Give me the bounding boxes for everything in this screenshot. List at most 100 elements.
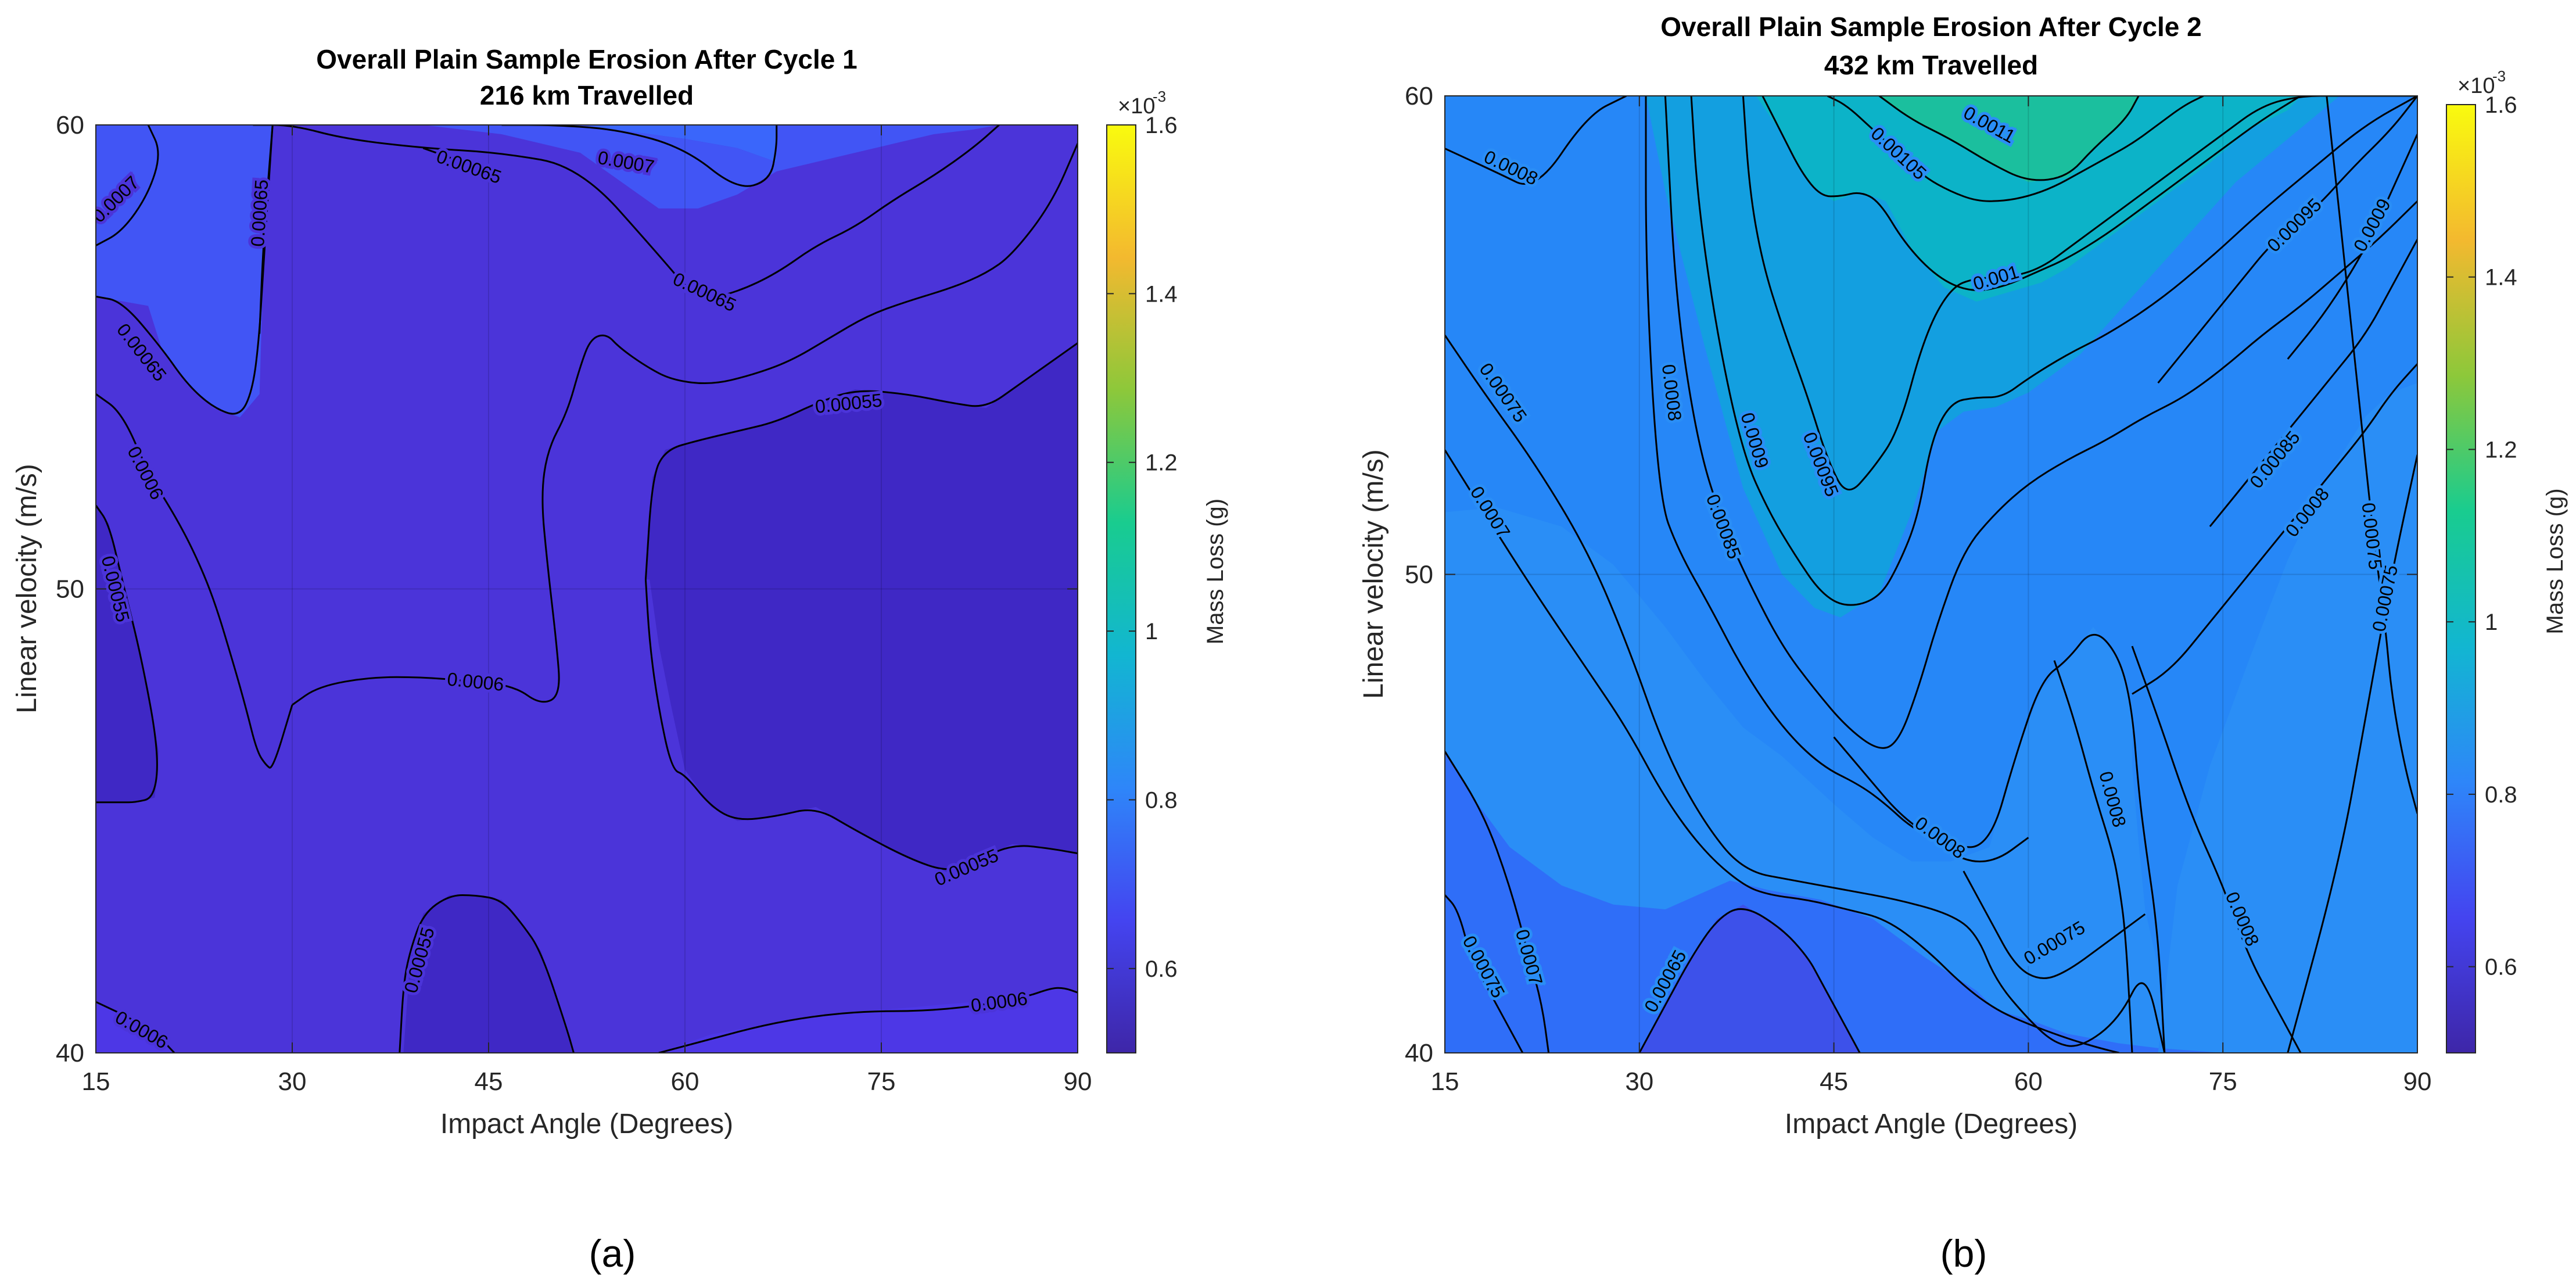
panel-a-contour-line	[96, 125, 159, 246]
panel-a-contour-line	[644, 579, 1078, 870]
panel-a-x-tick-label: 30	[278, 1067, 307, 1096]
panel-b-x-tick-label: 90	[2403, 1067, 2432, 1096]
panel-a-grid	[96, 125, 1078, 1053]
panel-a-colorbar-tick-label: 1.4	[1145, 281, 1178, 307]
panel-b-y-tick-label: 60	[1405, 82, 1433, 110]
panel-b-contour-line	[1690, 96, 2417, 606]
panel-a-colorbar-gradient	[1106, 124, 1136, 1053]
panel-b-contour-region	[1646, 96, 2417, 618]
panel-a-contour-line	[292, 143, 1078, 706]
panel-a-x-axis-label: Impact Angle (Degrees)	[440, 1109, 733, 1139]
panel-b-contour-line	[2209, 239, 2417, 528]
panel-a-colorbar-tick-label: 1.2	[1145, 450, 1178, 476]
panel-b-contour-line	[2132, 363, 2417, 695]
panel-b-title: Overall Plain Sample Erosion After Cycle…	[1660, 12, 2201, 42]
panel-a-colorbar-tick-label: 1	[1145, 619, 1158, 644]
panel-b-contour-line	[2131, 646, 2302, 1053]
panel-b-colorbar-exponent-power: -3	[2492, 67, 2506, 85]
panel-b-y-axis-label: Linear velocity (m/s)	[1358, 449, 1389, 698]
panel-a-x-tick-label: 45	[475, 1067, 503, 1096]
panel-b-x-axis-label: Impact Angle (Degrees)	[1785, 1109, 2078, 1139]
panel-a-y-tick-label: 40	[56, 1039, 84, 1067]
panel-b-label: (b)	[1940, 1232, 1987, 1275]
panel-b-contour-line	[1445, 449, 2119, 1053]
panel-b-colorbar-tick-label: 1.2	[2485, 437, 2517, 463]
panel-b-x-tick-label: 75	[2209, 1067, 2237, 1096]
panel-a-colorbar-exponent: ×10	[1118, 94, 1155, 119]
panel-a-colorbar-exponent-power: -3	[1153, 88, 1166, 105]
panel-b-y-tick-label: 50	[1405, 561, 1433, 589]
panel-b-x-tick-label: 60	[2014, 1067, 2043, 1096]
panel-a-colorbar-tick-label: 1.6	[1145, 113, 1178, 138]
panel-a-contour-line	[253, 125, 1000, 299]
panel-b-colorbar-tick-label: 1.4	[2485, 265, 2517, 291]
panel-a-label: (a)	[589, 1232, 636, 1275]
panel-b-colorbar-tick-label: 1.6	[2485, 92, 2517, 118]
panel-b-y-tick-label: 40	[1405, 1039, 1433, 1067]
panel-a-contour-line	[658, 987, 1078, 1053]
panel-b-contour-line	[2326, 96, 2417, 814]
panel-b-colorbar: 0.6 0.8 1 1.2 1.4 1.6×10-3 Mass Loss (g)	[2446, 67, 2568, 1053]
panel-b-contour-line	[1878, 96, 2140, 181]
panel-a-x-tick-label: 15	[82, 1067, 110, 1096]
panel-b-contour-line	[2053, 660, 2133, 1053]
panel-b-colorbar-label: Mass Loss (g)	[2542, 488, 2568, 634]
panel-b-contour-line	[1645, 96, 2166, 1053]
panel-a-colorbar-label: Mass Loss (g)	[1203, 499, 1228, 644]
panel-a-contour-region	[96, 1002, 175, 1053]
panel-a-plot-area: 0.00070.00070.000650.000650.000650.00065…	[56, 111, 1092, 1096]
panel-b-colorbar-tick-label: 0.6	[2485, 955, 2517, 980]
panel-a-y-tick-label: 60	[56, 111, 84, 139]
panel-b-colorbar-gradient	[2446, 104, 2476, 1053]
panel-b-contour-line	[1445, 96, 1627, 185]
panel-b-contour-line	[1638, 908, 1861, 1053]
panel-b-contour-line	[2157, 96, 2417, 384]
panel-a: Overall Plain Sample Erosion After Cycle…	[12, 44, 1228, 1275]
panel-b-contour-region	[1445, 96, 2417, 1053]
panel-a-contour-region	[658, 988, 1078, 1053]
panel-a-x-tick-label: 90	[1064, 1067, 1092, 1096]
panel-b-subtitle: 432 km Travelled	[1824, 50, 2038, 80]
panel-b-contour-line	[1761, 96, 2301, 292]
panel-a-contour-line	[96, 393, 293, 769]
panel-b-contour-line	[2287, 454, 2417, 1053]
panel-b: Overall Plain Sample Erosion After Cycle…	[1358, 12, 2568, 1275]
panel-b-contour-line	[1827, 96, 2204, 202]
panel-b-contour-line	[1445, 894, 1524, 1053]
panel-b-colorbar-exponent: ×10	[2457, 74, 2495, 98]
panel-a-contour-line	[96, 504, 158, 804]
panel-b-contour-line	[1445, 334, 2166, 1053]
panel-a-colorbar: 0.6 0.8 1 1.2 1.4 1.6×10-3 Mass Loss (g)	[1106, 88, 1228, 1053]
panel-b-grid	[1445, 96, 2417, 1053]
panel-a-contour-label-text: 0.00065	[247, 179, 272, 248]
panel-a-y-tick-label: 50	[56, 575, 84, 604]
panel-a-contour-region	[645, 343, 1078, 872]
panel-b-contour-line	[1445, 751, 1550, 1053]
panel-b-contour-line	[1833, 736, 2029, 863]
panel-a-contour-line	[422, 147, 476, 168]
panel-b-contour-line	[1963, 870, 2146, 980]
panel-b-x-tick-label: 15	[1431, 1067, 1459, 1096]
panel-b-contour-region	[1879, 96, 2139, 182]
panel-a-subtitle: 216 km Travelled	[480, 80, 694, 110]
panel-a-contour-region	[501, 125, 777, 162]
panel-a-contour-line	[96, 1001, 175, 1053]
panel-a-contour-region	[96, 125, 1078, 418]
panel-a-colorbar-tick-label: 0.6	[1145, 956, 1178, 982]
panel-b-colorbar-tick-label: 0.8	[2485, 782, 2517, 808]
panel-a-contour-line	[259, 125, 274, 334]
panel-b-contour-region	[1639, 904, 1860, 1053]
panel-a-y-axis-label: Linear velocity (m/s)	[12, 464, 42, 713]
panel-b-x-tick-label: 30	[1625, 1067, 1653, 1096]
panel-a-x-tick-label: 75	[867, 1067, 896, 1096]
panel-a-contour-line	[399, 894, 575, 1053]
panel-b-contour-line	[2287, 134, 2417, 360]
panel-a-colorbar-tick-label: 0.8	[1145, 787, 1178, 813]
panel-a-x-tick-label: 60	[671, 1067, 699, 1096]
panel-b-contour-line	[1742, 96, 2417, 490]
panel-b-colorbar-tick-label: 1	[2485, 610, 2498, 635]
panel-a-contour-line	[644, 342, 1078, 580]
